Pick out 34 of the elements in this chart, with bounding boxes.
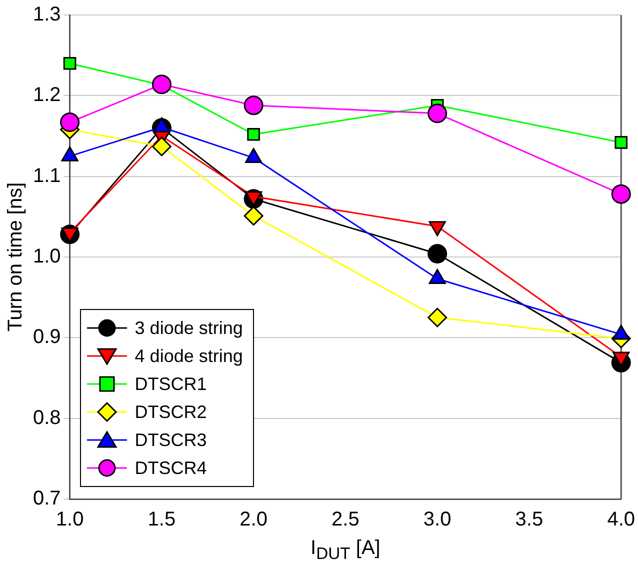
point (244, 96, 264, 116)
point (611, 184, 631, 204)
point (247, 128, 260, 141)
y-tick-label: 0.8 (32, 406, 61, 429)
point (614, 136, 628, 149)
x-tick-label: 2.0 (240, 508, 268, 531)
x-tick-label: 1.0 (56, 508, 84, 531)
legend-label: DTSCR3 (134, 430, 207, 450)
y-tick-label: 1.2 (32, 84, 61, 106)
legend-label: DTSCR4 (134, 458, 207, 478)
y-tick-label: 0.7 (32, 488, 61, 510)
y-tick-label: 1.3 (32, 4, 61, 26)
x-tick-label: 4.0 (607, 508, 636, 531)
y-tick-label: 1.1 (32, 164, 61, 187)
x-tick-label: 1.5 (148, 508, 176, 531)
legend-label: DTSCR2 (134, 402, 207, 422)
x-axis-title: I$_{DUT}$ [A] (310, 537, 380, 564)
x-tick-label: 2.5 (332, 508, 360, 531)
y-tick-label: 1.0 (32, 246, 61, 268)
x-tick-label: 3.0 (423, 508, 452, 531)
legend-label: 4 diode string (134, 346, 243, 366)
point (428, 244, 448, 264)
point (60, 112, 80, 132)
point (428, 308, 448, 328)
point (244, 206, 264, 226)
legend-label: 3 diode string (134, 318, 243, 338)
y-tick-label: 0.9 (32, 326, 61, 348)
y-axis-title: Turn on time [ns] (4, 182, 28, 332)
point (428, 104, 448, 124)
point (63, 56, 76, 70)
x-tick-label: 3.5 (515, 508, 544, 531)
point (152, 74, 172, 94)
point (152, 136, 172, 156)
legend-label: DTSCR1 (134, 374, 207, 394)
